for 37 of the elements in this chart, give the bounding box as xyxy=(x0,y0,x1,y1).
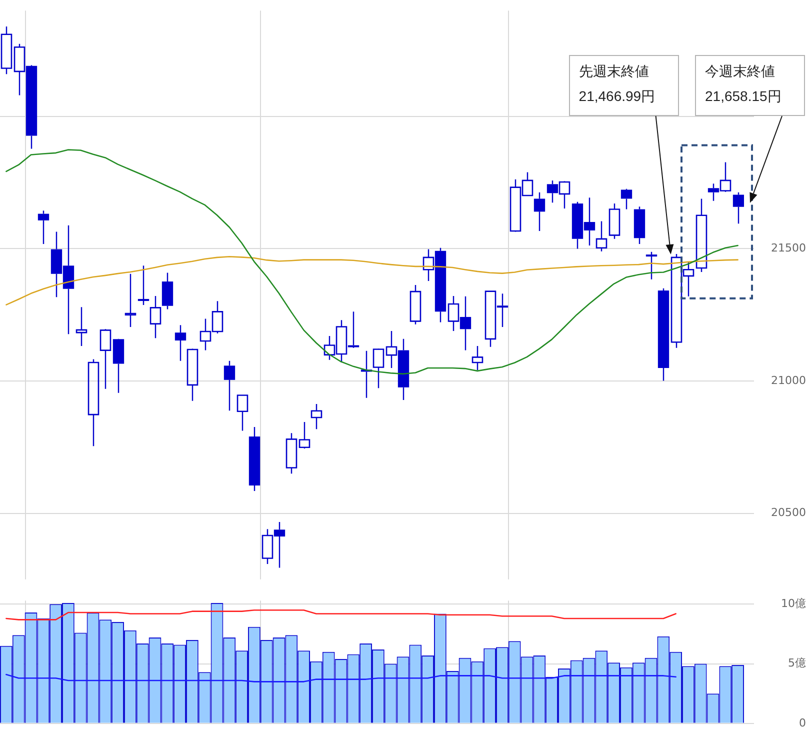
y-tick-label: 21500 xyxy=(771,242,806,255)
candlestick xyxy=(732,192,744,224)
annotation: 今週末終値 21,658.15円 xyxy=(705,62,782,104)
annotation: 先週末終値 21,466.99円 xyxy=(578,62,656,104)
candlestick xyxy=(174,324,186,362)
y-tick-label: 20500 xyxy=(771,506,806,520)
candlestick xyxy=(150,295,162,339)
candlestick xyxy=(224,360,236,412)
y-tick-label: 0 xyxy=(799,716,806,730)
candlestick xyxy=(38,210,50,245)
candlestick xyxy=(410,284,422,325)
candlestick xyxy=(372,348,384,389)
y-tick-label: 10億 xyxy=(781,597,806,610)
candlestick xyxy=(608,202,620,240)
candlestick xyxy=(298,421,310,450)
candlestick xyxy=(534,192,546,232)
candlestick xyxy=(310,403,322,430)
candlestick xyxy=(646,251,658,280)
candlestick xyxy=(696,198,708,273)
candlestick xyxy=(138,265,150,306)
candlestick xyxy=(248,426,260,492)
candlestick xyxy=(112,339,124,394)
candlestick xyxy=(286,432,298,474)
candlestick xyxy=(100,328,112,390)
candlestick xyxy=(658,288,670,382)
candlestick xyxy=(596,220,608,252)
y-tick-label: 5億 xyxy=(788,656,806,670)
candlestick xyxy=(124,273,136,328)
y-tick-label: 21000 xyxy=(771,374,806,387)
candlestick xyxy=(162,272,174,310)
candlestick xyxy=(76,306,88,347)
candlestick xyxy=(186,348,198,402)
candlestick xyxy=(620,188,632,210)
candlestick xyxy=(88,358,100,447)
candlestick xyxy=(472,345,484,371)
candlestick xyxy=(236,394,248,432)
candlestick xyxy=(0,26,12,75)
